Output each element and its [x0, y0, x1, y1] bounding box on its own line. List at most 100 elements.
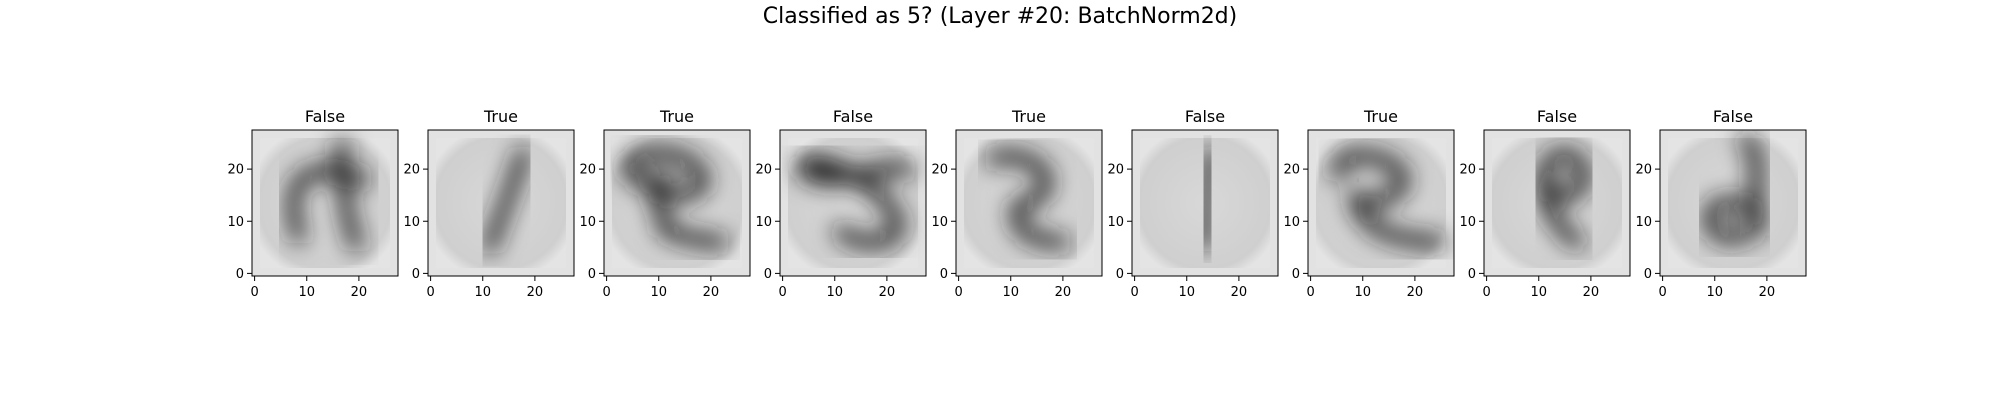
panel-title: True: [659, 107, 694, 126]
x-tick-label: 0: [1658, 285, 1666, 300]
digit-image: [428, 130, 574, 276]
digit-image: [780, 130, 926, 276]
x-tick-label: 0: [1482, 285, 1490, 300]
y-tick-label: 20: [1459, 163, 1476, 178]
y-tick-label: 20: [403, 163, 420, 178]
panel-title: False: [305, 107, 345, 126]
x-tick-label: 20: [1583, 285, 1600, 300]
y-tick-label: 20: [931, 163, 948, 178]
digit-image: [1660, 130, 1806, 276]
digit-image: [252, 130, 398, 276]
panel-8: False 0 10 20 0 10 20: [1459, 107, 1631, 300]
digit-stroke: [985, 149, 1070, 249]
x-tick-label: 20: [879, 285, 896, 300]
panel-5: True 0 10 20 0 10 20: [931, 107, 1103, 300]
y-tick-label: 20: [1107, 163, 1124, 178]
x-tick-label: 10: [1354, 285, 1371, 300]
x-tick-label: 0: [426, 285, 434, 300]
digit-stroke: [335, 138, 364, 252]
panel-title: False: [1537, 107, 1577, 126]
x-tick-label: 10: [1002, 285, 1019, 300]
digit-image: [1308, 130, 1454, 276]
digit-image: [604, 130, 750, 276]
axes-frame: [603, 129, 751, 277]
panel-title: True: [1363, 107, 1398, 126]
y-tick-label: 10: [1459, 215, 1476, 230]
digit-stroke: [796, 155, 915, 249]
axes-frame: [955, 129, 1103, 277]
panel-title: False: [1713, 107, 1753, 126]
x-tick-label: 0: [1306, 285, 1314, 300]
panel-3: True 0 10 20 0 10 20: [579, 107, 751, 300]
x-tick-label: 10: [1706, 285, 1723, 300]
y-tick-label: 0: [764, 267, 772, 282]
digit-stroke: [482, 146, 531, 255]
axes-frame: [427, 129, 575, 277]
y-tick-label: 20: [579, 163, 596, 178]
y-tick-label: 10: [1107, 215, 1124, 230]
figure-title: Classified as 5? (Layer #20: BatchNorm2d…: [762, 4, 1238, 29]
axes-frame: [779, 129, 927, 277]
panel-6: False 0 10 20 0 10 20: [1107, 107, 1279, 300]
y-tick-label: 0: [940, 267, 948, 282]
digit-image: [956, 130, 1102, 276]
digit-stroke: [622, 146, 710, 236]
x-tick-label: 10: [1178, 285, 1195, 300]
x-tick-label: 0: [778, 285, 786, 300]
y-tick-label: 0: [1468, 267, 1476, 282]
x-tick-label: 0: [250, 285, 258, 300]
digit-stroke: [1536, 148, 1591, 249]
digit-stroke: [1702, 133, 1767, 245]
x-tick-label: 10: [826, 285, 843, 300]
x-tick-label: 20: [527, 285, 544, 300]
x-tick-label: 10: [474, 285, 491, 300]
axes-frame: [1307, 129, 1455, 277]
panel-title: False: [833, 107, 873, 126]
x-tick-label: 0: [602, 285, 610, 300]
y-tick-label: 10: [1283, 215, 1300, 230]
panel-title: False: [1185, 107, 1225, 126]
axes-frame: [1131, 129, 1279, 277]
image-bg: [260, 138, 390, 268]
digit-stroke: [1198, 146, 1217, 252]
x-tick-label: 10: [650, 285, 667, 300]
panel-9: False 0 10 20 0 10 20: [1635, 107, 1807, 300]
y-tick-label: 20: [1635, 163, 1652, 178]
y-tick-label: 0: [412, 267, 420, 282]
y-tick-label: 0: [1116, 267, 1124, 282]
x-tick-label: 10: [298, 285, 315, 300]
y-tick-label: 10: [227, 215, 244, 230]
axes-frame: [1483, 129, 1631, 277]
panel-1: False 0 10 20 0 10 20: [227, 107, 399, 300]
x-tick-label: 20: [1055, 285, 1072, 300]
y-tick-label: 20: [1283, 163, 1300, 178]
digit-stroke: [1331, 149, 1446, 249]
y-tick-label: 10: [1635, 215, 1652, 230]
x-tick-label: 0: [954, 285, 962, 300]
panel-2: True 0 10 20 0 10 20: [403, 107, 575, 300]
axes-frame: [1659, 129, 1807, 277]
panel-title: True: [483, 107, 518, 126]
y-tick-label: 0: [1292, 267, 1300, 282]
y-tick-label: 20: [755, 163, 772, 178]
panel-title: True: [1011, 107, 1046, 126]
digit-image: [1484, 130, 1630, 276]
y-tick-label: 10: [579, 215, 596, 230]
panel-4: False 0 10 20 0 10 20: [755, 107, 927, 300]
digit-image: [1132, 130, 1278, 276]
x-tick-label: 20: [1231, 285, 1248, 300]
panel-7: True 0 10 20 0 10 20: [1283, 107, 1455, 300]
y-tick-label: 0: [236, 267, 244, 282]
y-tick-label: 10: [755, 215, 772, 230]
x-tick-label: 20: [1759, 285, 1776, 300]
axes-frame: [251, 129, 399, 277]
y-tick-label: 20: [227, 163, 244, 178]
y-tick-label: 0: [588, 267, 596, 282]
x-tick-label: 20: [703, 285, 720, 300]
y-tick-label: 10: [403, 215, 420, 230]
x-tick-label: 10: [1530, 285, 1547, 300]
y-tick-label: 0: [1644, 267, 1652, 282]
x-tick-label: 20: [1407, 285, 1424, 300]
x-tick-label: 0: [1130, 285, 1138, 300]
